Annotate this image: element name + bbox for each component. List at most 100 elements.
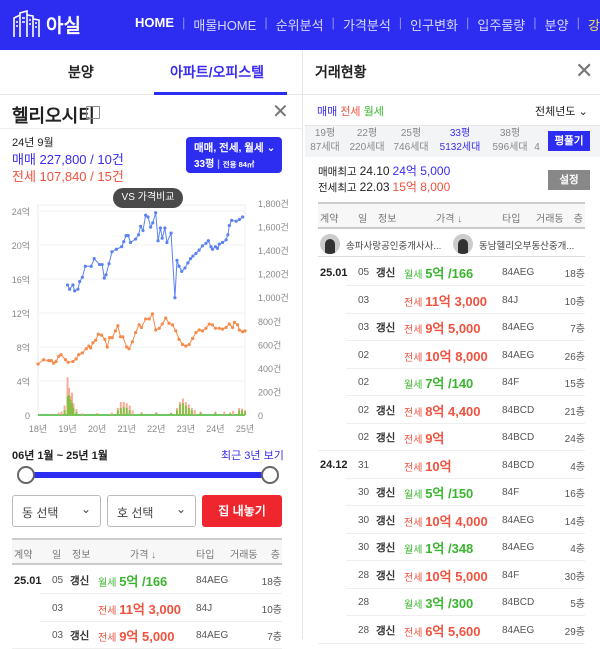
- size-option[interactable]: 25평 746세대: [387, 127, 435, 155]
- size-pyeong: 19평: [314, 128, 336, 139]
- dong-select[interactable]: 동 선택 ⌄: [12, 495, 101, 527]
- jeonse-price-point: [57, 354, 61, 358]
- renewal-info: 갱신: [376, 514, 396, 527]
- jeonse-price-point: [191, 336, 195, 341]
- close-icon[interactable]: ✕: [272, 101, 289, 123]
- nav-item[interactable]: 강의: [587, 18, 600, 33]
- table-row[interactable]: 02 갱신 전세 8억 4,400 84BCD 21층: [318, 397, 585, 424]
- table-row[interactable]: 25.01 05 갱신 월세 5억 /166 84AEG 18층: [318, 259, 585, 286]
- filter-monthly[interactable]: 월세: [363, 106, 384, 118]
- jeonse-price-point: [237, 328, 241, 332]
- agent-avatar[interactable]: [453, 234, 473, 254]
- table-row[interactable]: 30 갱신 전세 10억 4,000 84AEG 14층: [318, 507, 585, 534]
- size-households: 87세대: [310, 142, 340, 153]
- nav-item[interactable]: 인구변화: [410, 18, 459, 33]
- column-header[interactable]: 가격 ↓: [130, 550, 157, 561]
- range-slider-track[interactable]: [26, 472, 270, 478]
- table-row[interactable]: 30 갱신 월세 5억 /150 84F 16층: [318, 479, 585, 506]
- y-right-tick-label: 1,400건: [258, 246, 289, 256]
- volume-bar: [187, 407, 190, 415]
- agent-name[interactable]: 동남헬리오부동산중개...: [479, 241, 575, 252]
- trade-filter-dropdown[interactable]: 매매, 전세, 월세 ⌄ 33평 | 전용 84㎡: [186, 137, 282, 173]
- size-option[interactable]: 22평 220세대: [343, 127, 391, 155]
- renewal-info: 갱신: [376, 569, 396, 582]
- sale-price-point: [151, 221, 155, 225]
- tab-presale[interactable]: 분양: [68, 64, 94, 80]
- size-pyeong: 38평: [499, 128, 521, 139]
- table-row[interactable]: 03 갱신 전세 9억 5,000 84AEG 7층: [12, 622, 282, 649]
- filter-jeonse[interactable]: 전세: [340, 106, 361, 118]
- table-row[interactable]: 03 전세 11억 3,000 84J 10층: [12, 595, 282, 622]
- nav-separator: |: [398, 15, 403, 30]
- map-icon[interactable]: [86, 106, 100, 119]
- nav-item[interactable]: 가격분석: [342, 18, 391, 33]
- nav-item[interactable]: 분양: [544, 18, 569, 33]
- column-header[interactable]: 가격 ↓: [436, 214, 463, 225]
- sale-price-point: [169, 231, 173, 235]
- y-right-tick-label: 200건: [258, 387, 281, 397]
- dong-select-label: 동 선택: [22, 506, 59, 520]
- nav-item[interactable]: 입주물량: [477, 18, 526, 33]
- table-row[interactable]: 30 갱신 월세 1억 /348 84AEG 4층: [318, 534, 585, 561]
- sale-price-point: [237, 217, 241, 222]
- agent-name[interactable]: 송파사랑공인중개사사...: [346, 241, 442, 252]
- jeonse-price-point: [217, 326, 221, 330]
- range-slider-start-handle[interactable]: [17, 466, 35, 484]
- size-option[interactable]: 4: [513, 127, 561, 155]
- tab-apartment-officetel[interactable]: 아파트/오피스텔: [170, 64, 265, 80]
- nav-item[interactable]: 매물HOME: [193, 18, 257, 33]
- sale-price-point: [226, 233, 230, 237]
- renewal-info: 갱신: [70, 630, 90, 642]
- table-row[interactable]: 02 전세 10억 8,000 84AEG 26층: [318, 342, 585, 369]
- table-row[interactable]: 02 월세 7억 /140 84F 15층: [318, 369, 585, 396]
- range-slider-end-handle[interactable]: [261, 466, 279, 484]
- size-option[interactable]: 19평 87세대: [301, 127, 349, 155]
- table-row[interactable]: 02 갱신 전세 9억 84BCD 24층: [318, 424, 585, 451]
- renewal-info: 갱신: [376, 322, 396, 334]
- volume-bar: [51, 413, 54, 415]
- nav-item[interactable]: HOME: [135, 15, 174, 30]
- agent-avatar[interactable]: [320, 234, 340, 254]
- expand-sizes-button[interactable]: 평풀기: [548, 131, 590, 151]
- jeonse-price-point: [137, 323, 141, 327]
- table-row[interactable]: 25.01 05 갱신 월세 5억 /166 84AEG 18층: [12, 567, 282, 594]
- compare-button[interactable]: VS 가격비교: [113, 188, 183, 208]
- year-select[interactable]: 전체년도 ⌄: [535, 103, 588, 119]
- jeonse-price-point: [89, 346, 93, 350]
- volume-bar: [116, 410, 119, 415]
- list-my-house-button[interactable]: 집 내놓기: [202, 495, 282, 527]
- size-option[interactable]: 38평 596세대: [486, 127, 534, 155]
- ho-select[interactable]: 호 선택 ⌄: [107, 495, 196, 527]
- contract-month: 25.01: [320, 266, 348, 279]
- size-option[interactable]: 33평 5132세대: [436, 127, 484, 155]
- sale-price-point: [210, 247, 215, 251]
- floor: 4층: [570, 544, 585, 555]
- sale-price-point: [186, 261, 190, 265]
- table-row[interactable]: 24.12 31 전세 10억 84BCD 4층: [318, 452, 585, 479]
- jeonse-price-point: [227, 322, 231, 326]
- jeonse-price-point: [77, 353, 81, 357]
- contract-day: 03: [52, 602, 64, 614]
- filter-sale[interactable]: 매매: [317, 106, 338, 118]
- x-tick-label: 23년: [177, 424, 195, 434]
- table-row[interactable]: 03 갱신 전세 9억 5,000 84AEG 7층: [318, 314, 585, 341]
- sale-price-point: [133, 237, 138, 241]
- logo[interactable]: 아실: [12, 10, 81, 38]
- nav-item[interactable]: 순위분석: [275, 18, 324, 33]
- jeonse-price-point: [118, 335, 123, 339]
- sale-price-point: [107, 262, 111, 266]
- floor: 5층: [570, 599, 585, 610]
- table-row[interactable]: 28 갱신 전세 10억 5,000 84F 30층: [318, 562, 585, 589]
- table-header: [12, 538, 282, 565]
- table-row[interactable]: 28 월세 3억 /300 84BCD 5층: [318, 589, 585, 616]
- size-households: 596세대: [492, 142, 528, 153]
- volume-bar: [81, 413, 84, 415]
- price: 월세 5억 /150: [404, 483, 473, 502]
- settings-button[interactable]: 설정: [548, 170, 590, 190]
- close-icon[interactable]: ✕: [575, 58, 594, 83]
- table-row[interactable]: 03 전세 11억 3,000 84J 10층: [318, 287, 585, 314]
- table-row[interactable]: 28 갱신 전세 6억 5,600 84AEG 29층: [318, 617, 585, 644]
- jeonse-price-point: [213, 326, 218, 330]
- price-value: 11억 3,000: [425, 293, 488, 309]
- recent-3-years-link[interactable]: 최근 3년 보기: [221, 450, 284, 462]
